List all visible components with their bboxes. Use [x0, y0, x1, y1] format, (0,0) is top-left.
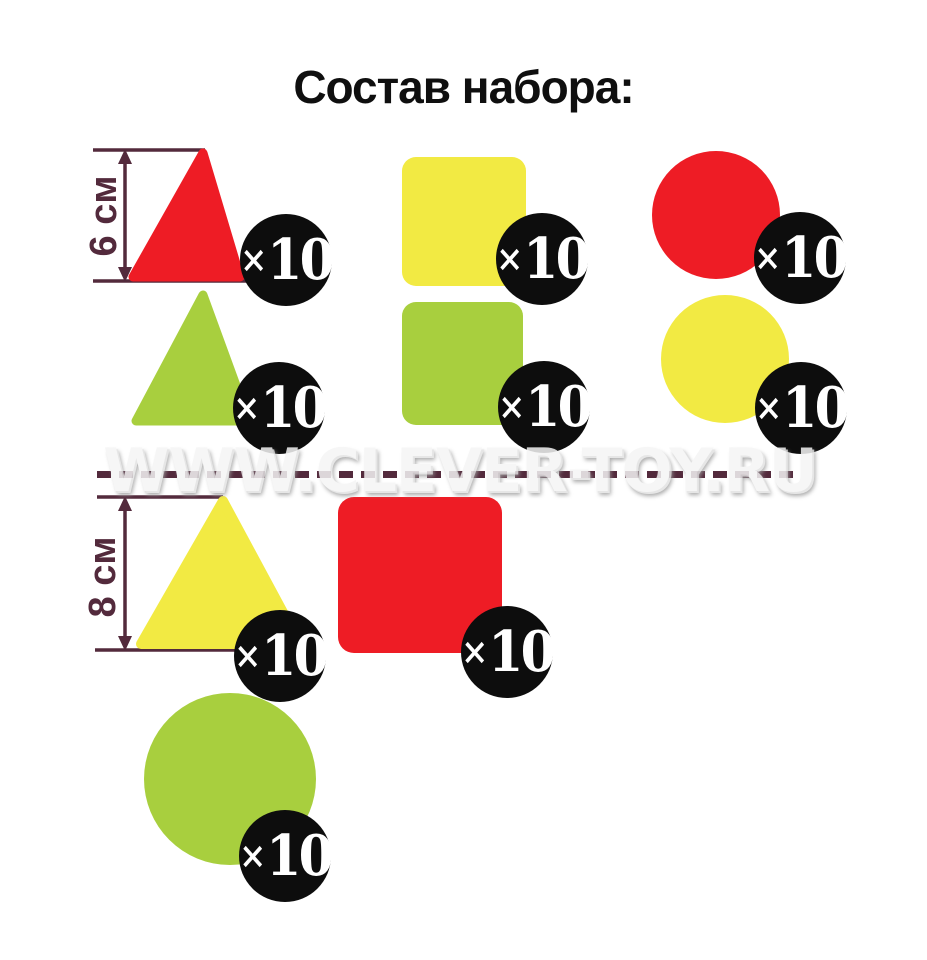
quantity-badge: × 10 [239, 810, 334, 902]
multiply-icon: × [754, 237, 782, 279]
multiply-icon: × [234, 635, 262, 677]
quantity-badge: × 10 [461, 606, 556, 698]
quantity-badge: × 10 [755, 362, 850, 454]
multiply-icon: × [496, 238, 524, 280]
multiply-icon: × [461, 631, 489, 673]
red-triangle-6cm [128, 148, 245, 282]
quantity-badge: × 10 [496, 213, 591, 305]
dimension-label-8cm: 8 см [82, 536, 124, 618]
multiply-icon: × [498, 386, 526, 428]
quantity-badge: × 10 [240, 214, 335, 306]
quantity-badge: × 10 [498, 361, 593, 453]
dimension-label-6cm: 6 см [83, 175, 125, 257]
multiply-icon: × [233, 387, 261, 429]
watermark: WWW.CLEVER-TOY.RU [103, 436, 817, 506]
multiply-icon: × [239, 835, 267, 877]
page-title: Состав набора: [293, 61, 634, 113]
quantity-badge: × 10 [754, 212, 849, 304]
multiply-icon: × [240, 239, 268, 281]
separator-dashed-line [97, 471, 797, 478]
green-triangle-6cm [131, 290, 254, 426]
multiply-icon: × [755, 387, 783, 429]
quantity-badge: × 10 [234, 610, 329, 702]
quantity-badge: × 10 [233, 362, 328, 454]
yellow-triangle-8cm [136, 496, 305, 649]
